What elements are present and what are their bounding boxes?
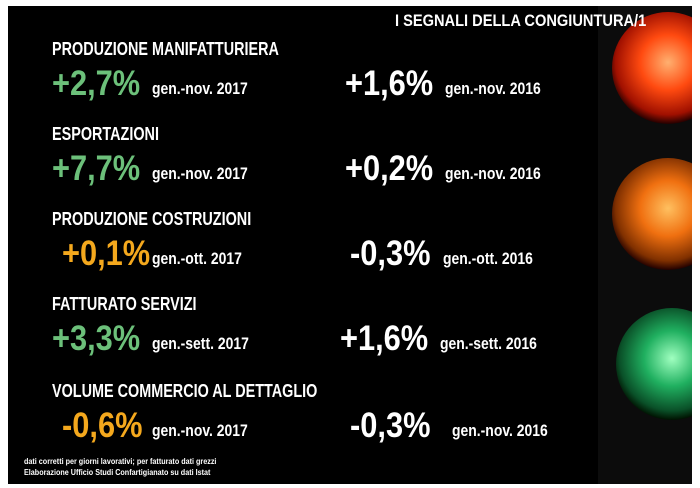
previous-period: gen.-ott. 2016	[443, 249, 533, 268]
panel: I SEGNALI DELLA CONGIUNTURA/1 PRODUZIONE…	[8, 6, 692, 484]
current-value: +3,3%	[52, 319, 141, 358]
current-period: gen.-ott. 2017	[152, 249, 242, 268]
current-value: -0,6%	[62, 406, 143, 445]
indicator-label: PRODUZIONE COSTRUZIONI	[52, 209, 252, 229]
current-period: gen.-sett. 2017	[152, 334, 249, 353]
previous-value: -0,3%	[350, 406, 431, 445]
current-period: gen.-nov. 2017	[152, 421, 248, 440]
red-light	[612, 12, 692, 124]
indicator-label: PRODUZIONE MANIFATTURIERA	[52, 39, 279, 59]
previous-period: gen.-nov. 2016	[445, 164, 541, 183]
previous-value: -0,3%	[350, 234, 431, 273]
previous-period: gen.-nov. 2016	[452, 421, 548, 440]
current-value: +2,7%	[52, 64, 141, 103]
current-value: +7,7%	[52, 149, 141, 188]
traffic-light	[598, 6, 692, 484]
green-light	[616, 308, 692, 420]
title: I SEGNALI DELLA CONGIUNTURA/1	[395, 11, 647, 30]
indicator-label: FATTURATO SERVIZI	[52, 294, 197, 314]
previous-period: gen.-nov. 2016	[445, 79, 541, 98]
orange-light	[612, 158, 692, 270]
previous-value: +1,6%	[345, 64, 434, 103]
previous-period: gen.-sett. 2016	[440, 334, 537, 353]
footer-note: Elaborazione Ufficio Studi Confartigiana…	[24, 468, 211, 477]
indicator-label: VOLUME COMMERCIO AL DETTAGLIO	[52, 381, 318, 401]
previous-value: +1,6%	[340, 319, 429, 358]
previous-value: +0,2%	[345, 149, 434, 188]
current-value: +0,1%	[62, 234, 151, 273]
footer-note: dati corretti per giorni lavorativi; per…	[24, 457, 217, 466]
current-period: gen.-nov. 2017	[152, 164, 248, 183]
indicator-label: ESPORTAZIONI	[52, 124, 159, 144]
current-period: gen.-nov. 2017	[152, 79, 248, 98]
